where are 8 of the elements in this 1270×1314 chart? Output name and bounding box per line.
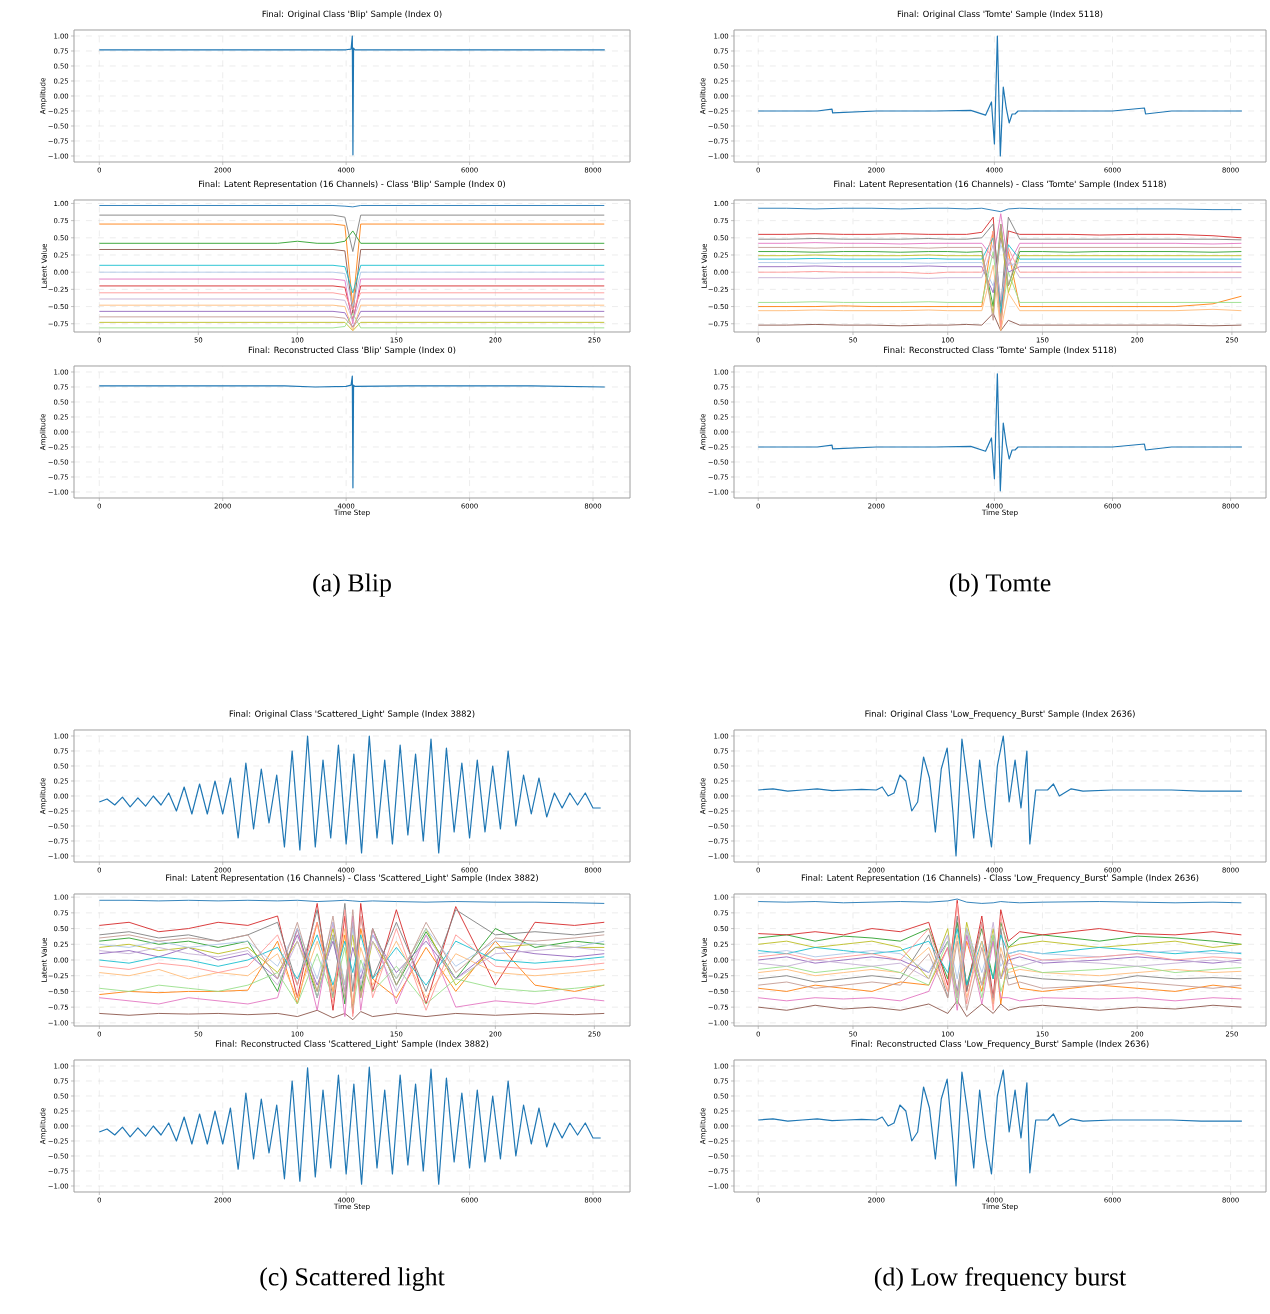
line-series	[757, 1000, 1242, 1018]
line-series	[98, 735, 602, 854]
text: (d) Low frequency burst	[874, 1267, 1127, 1292]
line-series	[98, 946, 605, 1011]
line-series	[98, 1066, 602, 1185]
text: (b) Tomte	[949, 573, 1051, 597]
text: (a) Blip	[313, 573, 391, 597]
text: (c) Scattered light	[260, 1267, 445, 1291]
